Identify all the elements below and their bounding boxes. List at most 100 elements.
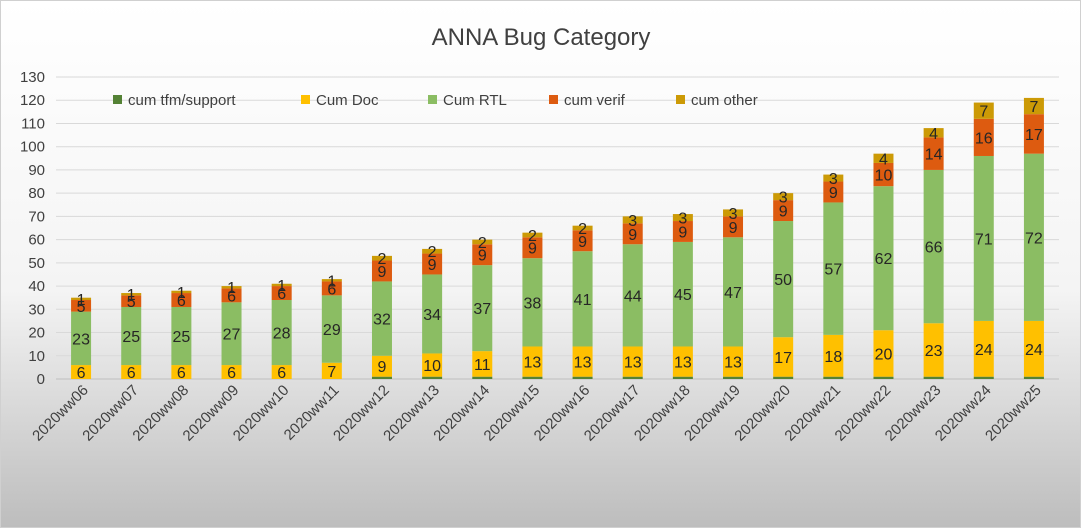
y-tick-label: 20 (28, 325, 45, 342)
data-label: 9 (578, 234, 587, 251)
bar-segment (422, 248, 443, 254)
legend-entry: cum tfm/support (128, 92, 236, 109)
bar-segment (472, 376, 493, 379)
y-tick-label: 70 (28, 208, 45, 225)
bar-segment (221, 302, 242, 366)
data-label: 23 (925, 343, 943, 360)
bar-segment (1023, 114, 1044, 154)
data-label: 6 (227, 365, 236, 382)
data-label: 50 (774, 272, 792, 289)
bar-segment (622, 346, 643, 377)
data-label: 9 (829, 185, 838, 202)
bar-segment (873, 376, 894, 379)
bar-segment (522, 258, 543, 347)
bar-segment (622, 223, 643, 245)
data-label: 6 (277, 365, 286, 382)
bar-segment (121, 306, 142, 366)
bar-segment (672, 376, 693, 379)
data-label: 1 (127, 287, 136, 304)
data-label: 57 (824, 262, 842, 279)
data-label: 1 (277, 278, 286, 295)
bar-segment (71, 297, 92, 301)
bar-segment (171, 365, 192, 379)
y-tick-label: 30 (28, 301, 45, 318)
bar-segment (773, 221, 794, 338)
bar-segment (823, 334, 844, 377)
bar-segment (672, 214, 693, 222)
data-label: 2 (578, 221, 587, 238)
bar-segment (321, 281, 342, 296)
bar-segment (773, 193, 794, 201)
bar-segment (723, 237, 744, 347)
bar-segment (973, 376, 994, 379)
data-label: 25 (172, 329, 190, 346)
data-label: 9 (528, 241, 537, 258)
data-label: 9 (478, 248, 487, 265)
data-label: 17 (774, 350, 792, 367)
data-label: 41 (574, 292, 592, 309)
legend-entry: cum other (691, 92, 758, 109)
bar-segment (1023, 320, 1044, 377)
bar-segment (271, 283, 292, 287)
data-label: 13 (574, 355, 592, 372)
gridlines (56, 76, 1059, 380)
bar-segment (422, 376, 443, 379)
data-label: 6 (327, 281, 336, 298)
y-tick-label: 10 (28, 348, 45, 365)
y-tick-label: 0 (37, 371, 45, 388)
bar-segment (321, 279, 342, 282)
bar-segment (422, 253, 443, 275)
bar-segment (71, 311, 92, 366)
bar-segment (271, 365, 292, 379)
data-label: 27 (223, 327, 241, 344)
data-label: 13 (724, 355, 742, 372)
bar-segment (823, 376, 844, 379)
data-label: 6 (227, 288, 236, 305)
legend-swatch (428, 95, 437, 104)
bar-segment (221, 365, 242, 379)
legend: cum tfm/support Cum Doc Cum RTL cum verif cu… (113, 92, 758, 109)
data-label: 34 (423, 307, 441, 324)
bar-segment (321, 295, 342, 363)
y-tick-label: 50 (28, 255, 45, 272)
data-label: 18 (824, 349, 842, 366)
data-label: 37 (473, 301, 491, 318)
data-label: 10 (875, 168, 893, 185)
bar-segment (973, 320, 994, 377)
data-label: 11 (474, 357, 491, 374)
bar-segment (121, 365, 142, 379)
bar-segment (371, 355, 392, 377)
data-label: 13 (674, 355, 692, 372)
bar-segment (221, 288, 242, 303)
y-tick-label: 130 (20, 69, 45, 86)
legend-entry: cum verif (564, 92, 626, 109)
bar-segment (371, 255, 392, 261)
bar-segment (723, 376, 744, 379)
data-label: 28 (273, 326, 291, 343)
data-label: 16 (975, 130, 993, 147)
data-label: 62 (875, 251, 893, 268)
bar-segment (923, 376, 944, 379)
data-label: 9 (779, 204, 788, 221)
y-tick-label: 90 (28, 162, 45, 179)
data-label: 5 (127, 294, 136, 311)
chart-title: ANNA Bug Category (432, 24, 651, 51)
data-label: 1 (327, 273, 336, 290)
data-label: 9 (428, 257, 437, 274)
bar-segment (873, 162, 894, 187)
bar-segment (321, 362, 342, 379)
bar-segment (923, 128, 944, 138)
data-label: 72 (1025, 230, 1043, 247)
data-label: 23 (72, 331, 90, 348)
data-label: 2 (428, 244, 437, 261)
bar-segment (723, 346, 744, 377)
bar-segment (873, 186, 894, 331)
data-label: 6 (177, 365, 186, 382)
data-label: 20 (875, 346, 893, 363)
data-label: 7 (327, 364, 336, 381)
bar-segment (723, 209, 744, 217)
bar-segment (923, 169, 944, 324)
data-label: 2 (528, 228, 537, 245)
data-label: 9 (678, 224, 687, 241)
bars (71, 97, 1044, 379)
